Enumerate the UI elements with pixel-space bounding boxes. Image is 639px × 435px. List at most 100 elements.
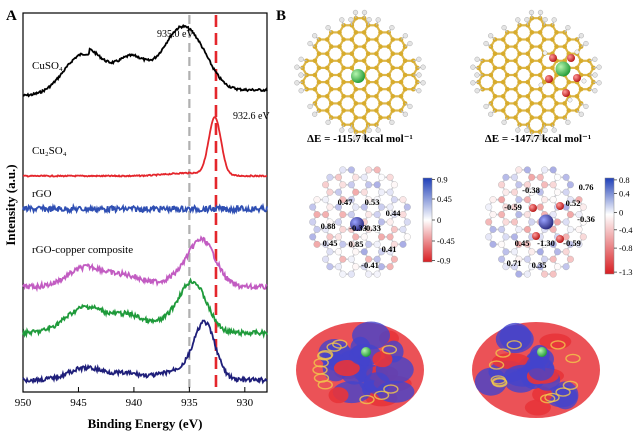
- atom: [575, 240, 583, 248]
- atom: [390, 255, 398, 263]
- atom: [500, 94, 506, 99]
- atom: [349, 51, 355, 56]
- hydrogen-atom: [407, 40, 413, 47]
- atom: [378, 115, 383, 120]
- atom: [349, 37, 355, 42]
- charge-value: -0.38: [522, 185, 540, 195]
- charge-value: 0.76: [579, 182, 594, 192]
- hydrogen-atom: [592, 72, 598, 78]
- atom: [361, 58, 367, 64]
- atom: [347, 166, 355, 174]
- atom: [322, 225, 330, 233]
- hydrogen-atom: [402, 111, 408, 117]
- xps-spectra-chart: 950 945 940 935 930 935.0 eV 932.6 eV CuSO₄ …: [3, 12, 270, 431]
- atom: [361, 115, 367, 120]
- atom: [537, 44, 543, 49]
- atom: [502, 188, 510, 196]
- atom: [529, 30, 535, 35]
- atom: [554, 263, 561, 271]
- atom: [515, 255, 523, 263]
- isosurface-lobe: [474, 367, 507, 396]
- atom: [502, 233, 510, 241]
- atom: [537, 30, 543, 35]
- atom: [502, 218, 510, 226]
- trace-label-composite: rGO-copper composite: [32, 244, 133, 256]
- atom: [365, 108, 371, 113]
- hydrogen-atom: [375, 17, 381, 23]
- atom: [339, 255, 347, 263]
- charge-value: -0.59: [563, 238, 581, 248]
- charge-density-isosurface-left: [296, 321, 424, 418]
- atom: [326, 188, 334, 196]
- atom: [373, 240, 381, 248]
- atom: [326, 173, 334, 181]
- atom: [579, 218, 587, 226]
- atom: [549, 181, 557, 189]
- atom: [505, 86, 510, 92]
- atom: [515, 240, 523, 248]
- hydrogen-atom: [298, 56, 304, 62]
- hydrogen-atom: [416, 88, 422, 94]
- atom: [523, 211, 531, 219]
- colorbar-tick-label: -0.4: [619, 225, 633, 235]
- spectrum-trace: [22, 277, 268, 339]
- isosurface-bond: [506, 340, 522, 350]
- atom: [517, 65, 522, 71]
- isosurface-bond: [562, 380, 579, 391]
- atom: [312, 72, 318, 78]
- atom: [537, 86, 543, 92]
- atom: [541, 65, 547, 71]
- hydrogen-atom: [524, 17, 530, 23]
- isosurface-bond: [539, 393, 556, 404]
- hydrogen-atom: [596, 64, 602, 70]
- atom: [316, 94, 322, 99]
- atom: [575, 211, 583, 219]
- atom: [554, 44, 559, 49]
- atom: [326, 233, 334, 241]
- copper-atom: [350, 217, 364, 231]
- atom: [511, 218, 518, 226]
- hydrogen-atom: [366, 17, 372, 23]
- hydrogen-atom: [420, 80, 426, 86]
- atom: [529, 44, 535, 49]
- atom: [324, 37, 330, 42]
- atom: [312, 86, 318, 92]
- atom: [378, 248, 385, 256]
- atom: [347, 211, 355, 219]
- plot-frame: [22, 12, 268, 393]
- atom: [500, 65, 506, 71]
- atom: [525, 122, 531, 128]
- atom: [525, 65, 531, 71]
- atom: [337, 44, 342, 49]
- atom: [511, 203, 518, 211]
- oxygen-atom: [562, 89, 570, 97]
- atom: [353, 129, 359, 135]
- atom: [378, 263, 385, 271]
- atom: [489, 225, 497, 233]
- atom: [399, 240, 407, 248]
- atom: [579, 203, 587, 211]
- atom: [398, 79, 404, 85]
- atom: [316, 65, 322, 71]
- charge-value: -0.36: [577, 214, 595, 224]
- charge-value: -0.59: [504, 202, 522, 212]
- atom: [361, 101, 367, 106]
- atom: [353, 30, 359, 35]
- hydrogen-atom: [366, 127, 372, 133]
- atom: [541, 240, 549, 248]
- atom: [549, 270, 557, 278]
- atom: [337, 101, 342, 106]
- atom: [335, 233, 342, 241]
- atom: [579, 233, 587, 241]
- atom: [390, 51, 396, 56]
- x-tick-label: 950: [15, 397, 32, 409]
- atom: [402, 86, 408, 92]
- atom: [541, 94, 547, 99]
- atom: [341, 22, 346, 28]
- atom: [525, 108, 531, 113]
- atom: [550, 37, 555, 42]
- atom: [361, 30, 367, 35]
- atom: [373, 166, 381, 174]
- atom: [335, 263, 342, 271]
- atom: [566, 211, 574, 219]
